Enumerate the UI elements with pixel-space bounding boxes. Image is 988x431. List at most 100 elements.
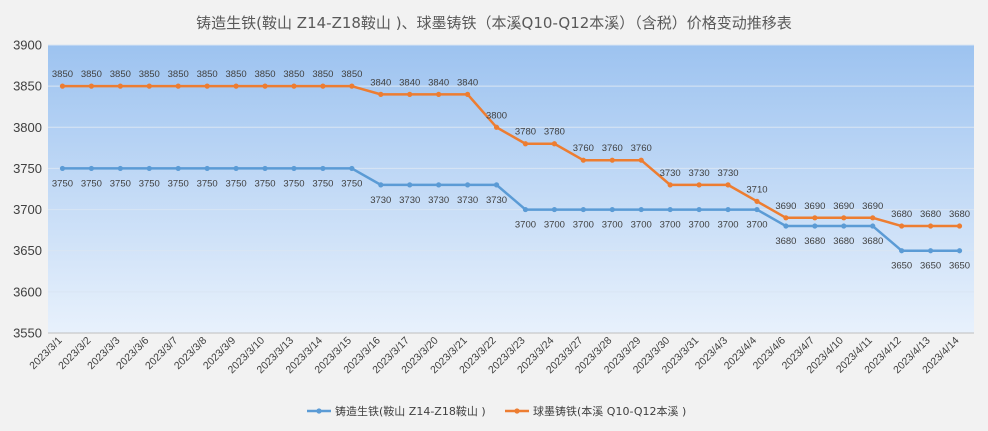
legend-label: 球墨铸铁(本溪 Q10-Q12本溪 ) (533, 404, 686, 418)
data-label: 3850 (139, 69, 160, 80)
data-point (320, 83, 326, 89)
data-point (320, 165, 326, 172)
data-point (956, 248, 963, 254)
data-label: 3700 (573, 220, 594, 231)
data-label: 3710 (746, 184, 767, 195)
data-label: 3750 (139, 178, 160, 189)
data-point (522, 141, 529, 147)
data-point (262, 83, 268, 89)
data-label: 3680 (775, 236, 796, 247)
data-point (956, 223, 963, 229)
data-point (493, 182, 500, 188)
data-point (59, 83, 66, 89)
data-point (841, 215, 847, 221)
data-point (407, 91, 413, 97)
data-point (725, 206, 731, 213)
y-tick-label: 3550 (13, 326, 42, 341)
series-layer: 3750 3750 3750 3750 3750 3750 3750 3750 3750 3750… (52, 69, 970, 272)
data-label: 3690 (862, 201, 883, 212)
data-label: 3850 (81, 69, 102, 80)
data-label: 3750 (254, 178, 275, 189)
data-label: 3690 (775, 201, 796, 212)
data-label: 3850 (341, 69, 362, 80)
data-point (667, 206, 673, 213)
data-label: 3760 (573, 143, 594, 154)
data-point (349, 83, 355, 89)
data-point (117, 83, 123, 89)
data-label: 3680 (891, 209, 912, 220)
data-point (436, 91, 442, 97)
data-label: 3840 (428, 77, 449, 88)
data-label: 3730 (399, 195, 420, 206)
data-point (638, 157, 644, 163)
data-point (88, 83, 95, 89)
data-label: 3730 (370, 195, 391, 206)
data-label: 3700 (717, 220, 738, 231)
data-point (609, 206, 615, 213)
data-point (725, 182, 731, 188)
data-point (204, 83, 210, 89)
data-point (812, 223, 818, 229)
data-label: 3690 (804, 201, 825, 212)
data-label: 3850 (197, 69, 218, 80)
data-point (899, 248, 905, 254)
data-point (551, 141, 558, 147)
data-point (407, 182, 413, 188)
data-point (841, 223, 847, 229)
data-label: 3730 (717, 168, 738, 179)
data-point (899, 223, 905, 229)
y-tick-label: 3900 (13, 38, 42, 53)
data-label: 3750 (110, 178, 131, 189)
data-label: 3730 (689, 168, 710, 179)
data-label: 3750 (283, 178, 304, 189)
data-point (378, 91, 384, 97)
data-point (291, 83, 297, 89)
data-label: 3840 (399, 77, 420, 88)
data-label: 3680 (804, 236, 825, 247)
y-axis: 3550 3600 3650 3700 3750 3800 3850 3900 (13, 38, 42, 341)
data-label: 3760 (602, 143, 623, 154)
data-label: 3700 (660, 220, 681, 231)
data-point (349, 165, 355, 172)
data-label: 3750 (52, 178, 73, 189)
data-label: 3780 (515, 127, 536, 138)
data-label: 3700 (602, 220, 623, 231)
data-label: 3780 (544, 127, 565, 138)
data-label: 3850 (283, 69, 304, 80)
gridlines (48, 44, 974, 334)
data-label: 3840 (370, 77, 391, 88)
y-tick-label: 3750 (13, 161, 42, 176)
data-label: 3850 (52, 69, 73, 80)
data-point (580, 206, 586, 213)
data-label: 3850 (110, 69, 131, 80)
data-point (696, 206, 702, 213)
data-point (117, 165, 123, 172)
data-point (696, 182, 702, 188)
data-label: 3750 (341, 178, 362, 189)
data-point (436, 182, 442, 188)
data-point (580, 157, 586, 163)
data-point (464, 91, 471, 97)
y-tick-label: 3700 (13, 202, 42, 217)
data-label: 3650 (949, 261, 970, 272)
data-point (233, 165, 239, 172)
data-point (291, 165, 297, 172)
chart-title: 铸造生铁(鞍山 Z14-Z18鞍山 )、球墨铸铁（本溪Q10-Q12本溪）（含税… (196, 14, 792, 32)
legend-label: 铸造生铁(鞍山 Z14-Z18鞍山 ) (335, 404, 486, 418)
data-label: 3750 (312, 178, 333, 189)
data-point (609, 157, 615, 163)
data-label: 3680 (920, 209, 941, 220)
data-label: 3750 (81, 178, 102, 189)
series-line (62, 167, 960, 252)
data-label: 3750 (197, 178, 218, 189)
data-label: 3730 (486, 195, 507, 206)
data-label: 3840 (457, 77, 478, 88)
data-point (59, 165, 66, 172)
data-label: 3750 (226, 178, 247, 189)
data-label: 3850 (226, 69, 247, 80)
data-label: 3730 (428, 195, 449, 206)
data-label: 3700 (515, 220, 536, 231)
legend-item-1: 铸造生铁(鞍山 Z14-Z18鞍山 ) (307, 404, 486, 418)
